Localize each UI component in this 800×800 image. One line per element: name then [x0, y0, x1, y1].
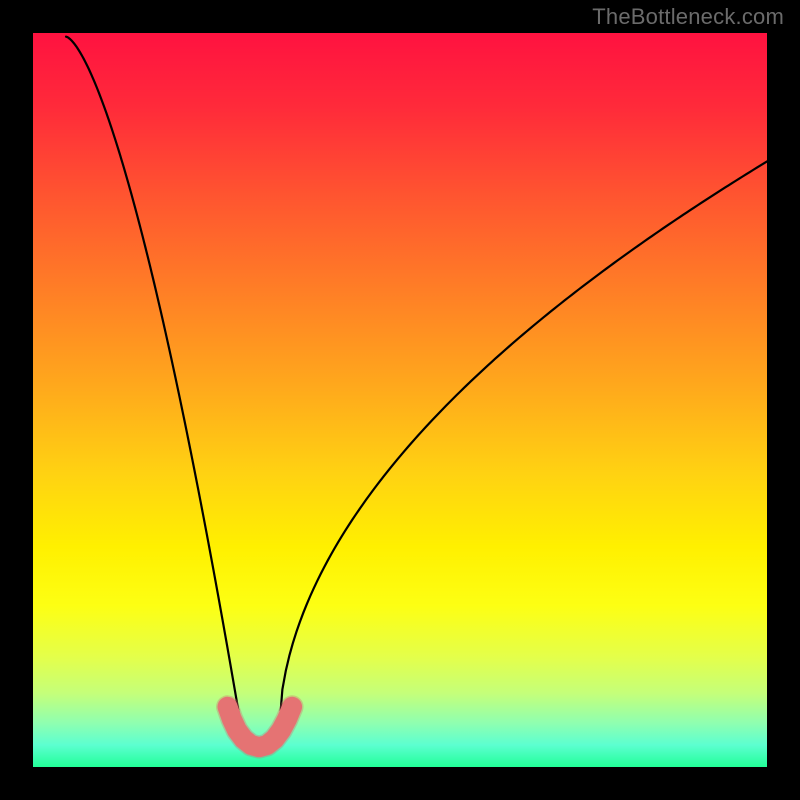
chart-svg: [0, 0, 800, 800]
chart-svg-wrap: [0, 0, 800, 800]
gradient-background: [33, 33, 767, 767]
plot-area: [33, 33, 767, 767]
chart-container: TheBottleneck.com: [0, 0, 800, 800]
watermark-text: TheBottleneck.com: [592, 4, 784, 30]
